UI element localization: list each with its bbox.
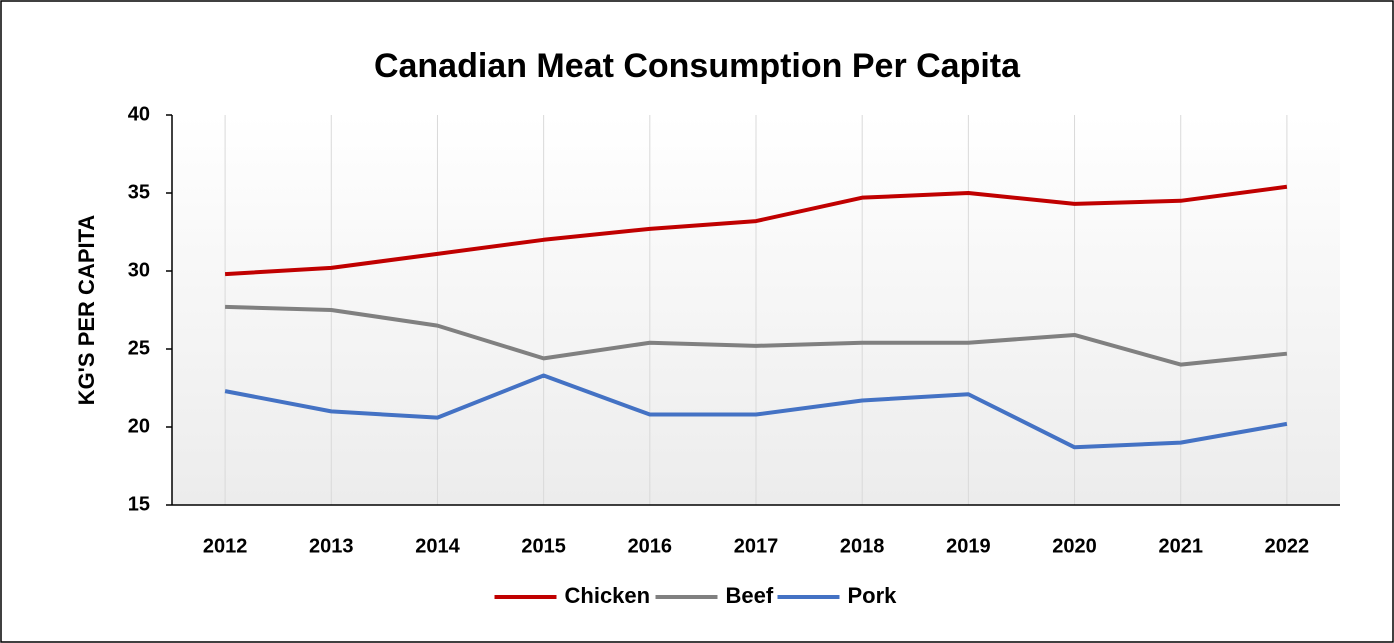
- x-tick-label: 2016: [628, 535, 673, 557]
- legend-label: Pork: [848, 583, 898, 608]
- x-tick-label: 2012: [203, 535, 248, 557]
- y-tick-label: 25: [128, 337, 150, 359]
- line-series: [224, 373, 1288, 450]
- x-tick-label: 2020: [1052, 535, 1097, 557]
- y-axis-label: KG'S PER CAPITA: [74, 215, 99, 406]
- x-tick-label: 2022: [1265, 535, 1310, 557]
- y-tick-label: 40: [128, 103, 150, 125]
- x-tick-label: 2013: [309, 535, 354, 557]
- line-series: [224, 184, 1288, 277]
- legend-label: Chicken: [565, 583, 651, 608]
- y-tick-label: 20: [128, 415, 150, 437]
- x-tick-label: 2021: [1158, 535, 1203, 557]
- x-tick-label: 2014: [415, 535, 460, 557]
- line-series: [225, 304, 1288, 367]
- y-tick-label: 35: [128, 181, 150, 203]
- legend-label: Beef: [726, 583, 774, 608]
- chart-title: Canadian Meat Consumption Per Capita: [374, 47, 1021, 85]
- x-tick-label: 2017: [734, 535, 779, 557]
- x-tick-label: 2019: [946, 535, 991, 557]
- x-tick-label: 2015: [521, 535, 566, 557]
- y-tick-label: 30: [128, 259, 150, 281]
- x-tick-label: 2018: [840, 535, 885, 557]
- y-tick-label: 15: [128, 493, 150, 515]
